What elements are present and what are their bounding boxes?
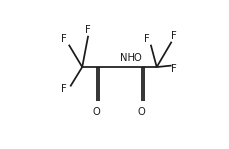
- Text: O: O: [133, 53, 140, 63]
- Text: F: F: [144, 34, 149, 44]
- Text: NH: NH: [120, 53, 135, 63]
- Text: O: O: [92, 107, 100, 117]
- Text: F: F: [60, 84, 66, 94]
- Text: F: F: [170, 63, 176, 74]
- Text: F: F: [85, 25, 91, 35]
- Text: F: F: [170, 31, 176, 41]
- Text: F: F: [60, 34, 66, 44]
- Text: O: O: [137, 107, 145, 117]
